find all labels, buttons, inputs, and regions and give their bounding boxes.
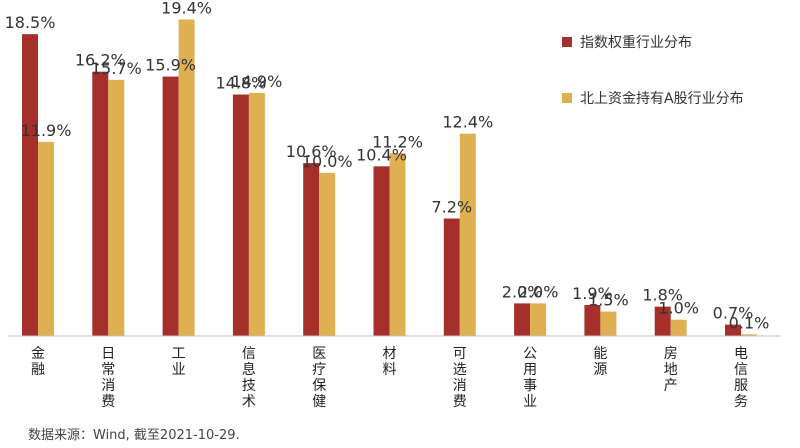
bar-index-weight-0 [22, 34, 38, 336]
value-label-northbound-1: 15.7% [91, 59, 142, 78]
value-label-index-weight-4: 10.6% [286, 142, 337, 161]
value-labels-layer: 18.5% 11.9% 16.2%15.7% 15.9% 19.4% 14.8%14.9%… [5, 0, 770, 332]
value-label-northbound-3: 14.9% [231, 72, 282, 91]
bar-index-weight-10 [725, 324, 741, 336]
value-label-northbound-0: 11.9% [21, 121, 72, 140]
category-label-10: 电信服务 [734, 346, 748, 410]
bar-index-weight-7 [514, 303, 531, 336]
value-label-index-weight-2: 15.9% [145, 56, 196, 75]
value-label-index-weight-1: 16.2% [75, 51, 126, 70]
bar-index-weight-3 [232, 94, 249, 337]
bars-layer [22, 19, 757, 337]
value-label-index-weight-7: 2.0% [502, 282, 543, 301]
category-label-1: 日常消费 [101, 346, 115, 410]
value-label-index-weight-6: 7.2% [431, 198, 472, 217]
bar-northbound-10 [741, 334, 757, 336]
value-label-northbound-6: 12.4% [442, 113, 493, 132]
value-label-index-weight-10: 0.7% [713, 304, 754, 323]
value-label-northbound-4: 10.0% [302, 152, 353, 171]
legend-label-1: 北上资金持有A股行业分布 [580, 91, 744, 107]
value-label-index-weight-9: 1.8% [642, 286, 683, 305]
bar-index-weight-6 [443, 218, 460, 336]
bar-northbound-7 [530, 303, 547, 336]
category-label-4: 医疗保健 [312, 346, 326, 410]
category-label-2: 工业 [172, 346, 186, 378]
bar-northbound-1 [108, 79, 125, 336]
category-label-9: 房地产 [664, 346, 678, 394]
category-label-6: 可选消费 [453, 346, 467, 410]
value-label-northbound-8: 1.5% [588, 291, 629, 310]
bar-index-weight-2 [162, 76, 179, 336]
bar-northbound-5 [389, 153, 406, 336]
bar-index-weight-1 [92, 71, 109, 337]
value-label-index-weight-8: 1.9% [572, 284, 613, 303]
legend-swatch-1 [562, 93, 572, 103]
category-label-5: 材料 [383, 346, 397, 378]
source-note: 数据来源：Wind, 截至2021-10-29. [28, 428, 240, 443]
category-label-0: 金融 [31, 346, 45, 378]
value-label-index-weight-5: 10.4% [356, 145, 407, 164]
bar-northbound-2 [178, 19, 195, 336]
category-labels-layer: 金融 日常消费 工业 信息技术 医疗保健 材料 可选消费 公用事业 能源 房地产 电信服务 [31, 346, 748, 410]
bar-northbound-6 [459, 133, 476, 336]
legend-label-0: 指数权重行业分布 [580, 35, 692, 51]
category-label-8: 能源 [593, 346, 607, 378]
value-label-northbound-2: 19.4% [161, 0, 212, 17]
value-label-index-weight-3: 14.8% [215, 74, 266, 93]
value-label-index-weight-0: 18.5% [5, 13, 56, 32]
legend-swatch-0 [562, 37, 572, 47]
bar-index-weight-8 [584, 305, 601, 336]
category-label-7: 公用事业 [523, 346, 537, 410]
bar-northbound-3 [248, 92, 265, 336]
bar-index-weight-4 [303, 163, 320, 336]
bar-index-weight-9 [654, 306, 671, 336]
value-label-northbound-5: 11.2% [372, 132, 423, 151]
bar-northbound-0 [38, 141, 54, 336]
value-label-northbound-7: 2.0% [518, 282, 559, 301]
value-label-northbound-10: 0.1% [729, 313, 770, 332]
bar-index-weight-5 [373, 166, 390, 336]
bar-northbound-4 [319, 172, 336, 336]
bar-northbound-9 [670, 319, 687, 336]
value-label-northbound-9: 1.0% [658, 299, 699, 318]
bar-northbound-8 [600, 311, 617, 336]
category-label-3: 信息技术 [242, 346, 256, 410]
